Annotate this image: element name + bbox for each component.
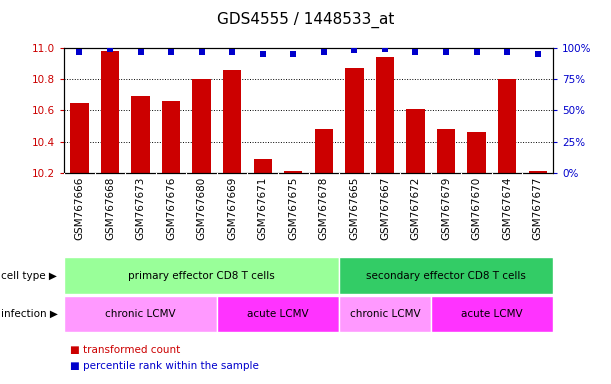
Text: primary effector CD8 T cells: primary effector CD8 T cells <box>128 270 275 281</box>
Text: GSM767668: GSM767668 <box>105 177 115 240</box>
Bar <box>315 129 333 173</box>
Text: GSM767665: GSM767665 <box>349 177 359 240</box>
Point <box>197 49 207 55</box>
Text: GDS4555 / 1448533_at: GDS4555 / 1448533_at <box>217 12 394 28</box>
Text: GSM767669: GSM767669 <box>227 177 237 240</box>
Text: ■ transformed count: ■ transformed count <box>70 345 180 355</box>
Point <box>136 49 145 55</box>
Text: GSM767670: GSM767670 <box>472 177 481 240</box>
Text: chronic LCMV: chronic LCMV <box>349 309 420 319</box>
Bar <box>498 79 516 173</box>
Text: acute LCMV: acute LCMV <box>247 309 309 319</box>
Point <box>75 49 84 55</box>
Point <box>533 51 543 57</box>
Bar <box>64 257 339 294</box>
Bar <box>131 96 150 173</box>
Bar <box>339 257 553 294</box>
Text: GSM767675: GSM767675 <box>288 177 298 240</box>
Text: infection ▶: infection ▶ <box>1 309 57 319</box>
Point <box>411 49 420 55</box>
Point <box>258 51 268 57</box>
Bar <box>64 296 217 332</box>
Text: GSM767677: GSM767677 <box>533 177 543 240</box>
Point <box>319 49 329 55</box>
Point <box>227 49 237 55</box>
Bar <box>101 51 119 173</box>
Text: GSM767676: GSM767676 <box>166 177 176 240</box>
Bar <box>529 171 547 173</box>
Bar <box>254 159 272 173</box>
Text: GSM767673: GSM767673 <box>136 177 145 240</box>
Text: GSM767671: GSM767671 <box>258 177 268 240</box>
Bar <box>406 109 425 173</box>
Text: cell type ▶: cell type ▶ <box>1 270 56 281</box>
Bar <box>467 132 486 173</box>
Point <box>441 49 451 55</box>
Bar <box>339 296 431 332</box>
Point <box>166 49 176 55</box>
Bar <box>431 296 553 332</box>
Bar <box>162 101 180 173</box>
Bar <box>192 79 211 173</box>
Point <box>288 51 298 57</box>
Text: GSM767666: GSM767666 <box>75 177 84 240</box>
Point <box>502 49 512 55</box>
Point <box>472 49 481 55</box>
Bar <box>376 57 394 173</box>
Text: GSM767679: GSM767679 <box>441 177 451 240</box>
Text: GSM767667: GSM767667 <box>380 177 390 240</box>
Text: chronic LCMV: chronic LCMV <box>105 309 176 319</box>
Bar <box>437 129 455 173</box>
Text: secondary effector CD8 T cells: secondary effector CD8 T cells <box>366 270 526 281</box>
Text: GSM767680: GSM767680 <box>197 177 207 240</box>
Point <box>380 46 390 52</box>
Bar <box>345 68 364 173</box>
Bar <box>70 103 89 173</box>
Point <box>349 47 359 53</box>
Bar <box>217 296 339 332</box>
Text: GSM767674: GSM767674 <box>502 177 512 240</box>
Bar <box>223 70 241 173</box>
Text: acute LCMV: acute LCMV <box>461 309 522 319</box>
Point <box>105 46 115 52</box>
Text: GSM767678: GSM767678 <box>319 177 329 240</box>
Text: ■ percentile rank within the sample: ■ percentile rank within the sample <box>70 361 259 371</box>
Bar <box>284 171 302 173</box>
Text: GSM767672: GSM767672 <box>411 177 420 240</box>
